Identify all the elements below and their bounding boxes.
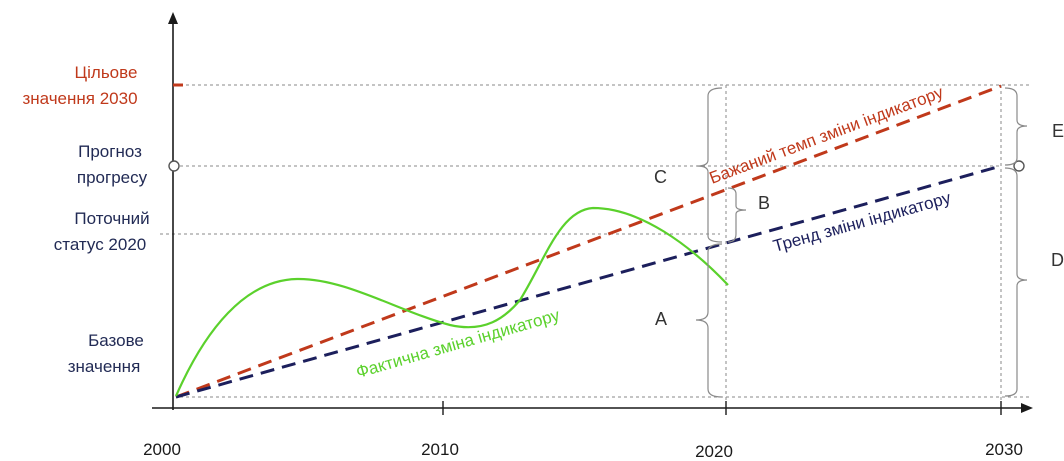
desired-rate-line: [175, 84, 1002, 399]
forecast-marker-right: [1013, 160, 1025, 172]
y-axis-arrow: [168, 12, 178, 24]
brackets: [695, 87, 1028, 398]
target-label-line2: значення 2030: [22, 89, 137, 108]
x-label-2000: 2000: [143, 440, 181, 459]
actual-change-curve: [174, 206, 729, 397]
x-label-2010: 2010: [421, 440, 459, 459]
x-axis-arrow: [1021, 403, 1033, 413]
target-label-line1: Цільове: [75, 63, 138, 82]
bracket-c: [696, 87, 723, 243]
bracket-b: [727, 187, 747, 243]
x-axis-labels: 2000 2010 2020 2030: [143, 440, 1023, 461]
base-label-line2: значення: [68, 357, 141, 376]
guide-lines: [160, 84, 1030, 408]
bracket-label-c: C: [654, 167, 667, 187]
forecast-marker-left: [168, 160, 180, 172]
bracket-label-b: B: [758, 193, 770, 213]
bracket-label-e: E: [1052, 121, 1064, 141]
base-label-line1: Базове: [88, 331, 144, 350]
forecast-label-line1: Прогноз: [78, 142, 142, 161]
current-label-line2: статус 2020: [54, 235, 147, 254]
x-label-2020: 2020: [695, 442, 733, 461]
bracket-label-a: A: [655, 309, 667, 329]
bracket-d: [1004, 167, 1028, 397]
forecast-label-line2: прогресу: [77, 168, 148, 187]
bracket-label-d: D: [1051, 250, 1064, 270]
bracket-e: [1004, 87, 1028, 166]
y-axis-labels: Цільове значення 2030 Прогноз прогресу П…: [22, 63, 149, 376]
bracket-a: [695, 243, 723, 398]
desired-rate-label: Бажаний темп зміни індикатору: [707, 82, 947, 187]
axes: [152, 12, 1033, 415]
current-label-line1: Поточний: [74, 209, 149, 228]
x-label-2030: 2030: [985, 440, 1023, 459]
bracket-labels: A B C D E: [654, 121, 1064, 329]
trend-line: [175, 164, 1002, 399]
